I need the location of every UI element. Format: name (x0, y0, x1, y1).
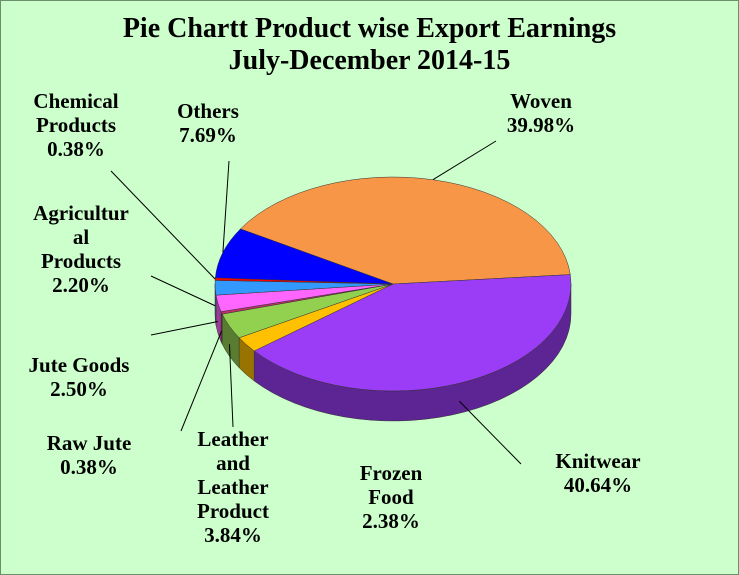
data-label: Frozen Food 2.38% (360, 461, 423, 533)
label-value: 7.69% (179, 123, 237, 147)
label-name: Woven (510, 89, 572, 113)
pie-slice (239, 176, 571, 285)
pie-slice (215, 228, 394, 285)
data-label: Jute Goods 2.50% (29, 353, 130, 401)
label-value: 40.64% (563, 473, 633, 497)
label-value: 3.84% (204, 523, 262, 547)
label-value: 2.20% (52, 273, 110, 297)
label-value: 2.38% (362, 509, 420, 533)
leader-line (432, 140, 497, 181)
label-name: Leather and Leather Product (197, 427, 269, 523)
pie-slice (253, 274, 572, 392)
label-name: Jute Goods (28, 353, 130, 377)
data-label: Chemical Products 0.38% (33, 89, 118, 161)
leader-line (459, 400, 522, 465)
data-label: Raw Jute 0.38% (47, 431, 132, 479)
label-name: Raw Jute (46, 431, 132, 455)
data-label: Others 7.69% (177, 99, 239, 147)
leader-line (228, 344, 234, 428)
label-value: 0.38% (47, 137, 105, 161)
leader-line (110, 170, 216, 280)
data-label: Knitwear 40.64% (555, 449, 640, 497)
data-label: Woven 39.98% (507, 89, 575, 137)
chart-title: Pie Chartt Product wise Export Earnings … (122, 13, 617, 76)
label-name: Knitwear (555, 449, 641, 473)
label-name: Others (177, 99, 239, 123)
label-value: 39.98% (506, 113, 576, 137)
data-label: Leather and Leather Product 3.84% (197, 427, 269, 547)
leader-line (150, 320, 219, 336)
data-label: Agricultur al Products 2.20% (33, 201, 129, 297)
leader-line (150, 275, 216, 307)
label-name: Frozen Food (359, 461, 423, 509)
label-name: Chemical Products (33, 89, 119, 137)
label-name: Agricultur al Products (33, 201, 129, 273)
label-value: 2.50% (50, 377, 108, 401)
label-value: 0.38% (60, 455, 118, 479)
leader-line (180, 330, 223, 432)
leader-line (222, 160, 230, 253)
